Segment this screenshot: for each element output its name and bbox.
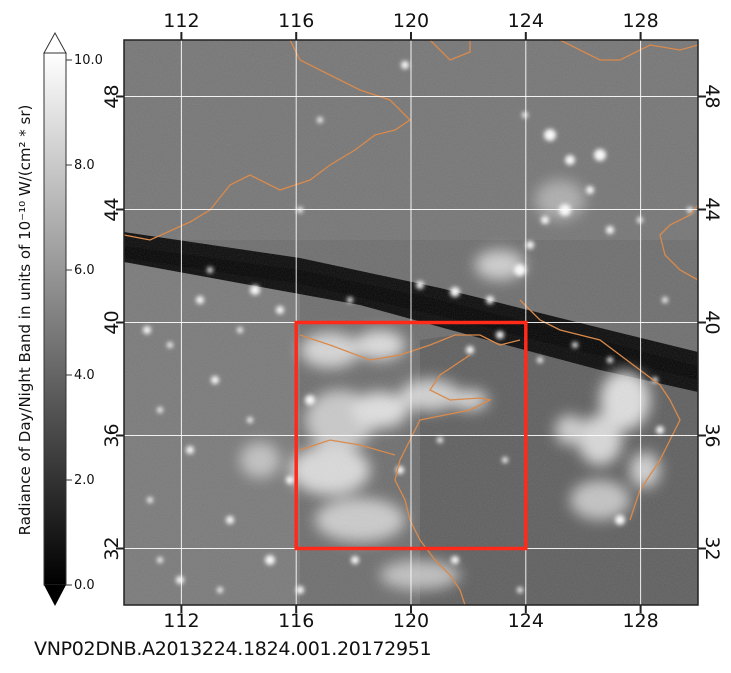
colorbar-tick-label: 2.0 xyxy=(74,473,95,488)
lat-label-right: 44 xyxy=(701,197,723,221)
lat-label-right: 36 xyxy=(701,423,723,447)
lon-label-top: 116 xyxy=(278,10,314,32)
lon-label-top: 120 xyxy=(393,10,429,32)
lat-label-right: 48 xyxy=(701,84,723,108)
borders xyxy=(124,40,698,605)
colorbar-gradient xyxy=(43,52,67,586)
colorbar-max-arrow xyxy=(43,31,67,54)
lat-label-right: 40 xyxy=(701,310,723,334)
lon-label-bottom: 116 xyxy=(278,610,314,632)
colorbar-tick-label: 4.0 xyxy=(74,368,95,383)
lon-label-top: 112 xyxy=(163,10,199,32)
lon-label-bottom: 112 xyxy=(163,610,199,632)
lon-label-bottom: 128 xyxy=(622,610,658,632)
colorbar-tick-label: 0.0 xyxy=(74,578,95,593)
granule-caption: VNP02DNB.A2013224.1824.001.20172951 xyxy=(34,638,432,660)
colorbar-ticks: 0.0 2.0 4.0 6.0 8.0 10.0 xyxy=(66,53,103,593)
lat-label-left: 48 xyxy=(101,84,123,108)
lon-label-bottom: 124 xyxy=(508,610,544,632)
latitude-labels-right: 32 36 40 44 48 xyxy=(698,84,723,561)
highlight-box xyxy=(294,320,528,551)
colorbar-tick-label: 10.0 xyxy=(74,53,103,68)
colorbar-tick-label: 6.0 xyxy=(74,263,95,278)
map-panel: 112 116 120 124 128 112 116 120 124 128 32 36 40 44… xyxy=(101,10,723,632)
lat-label-left: 36 xyxy=(101,423,123,447)
lat-label-left: 40 xyxy=(101,310,123,334)
colorbar-title: Radiance of Day/Night Band in units of 1… xyxy=(16,105,34,536)
colorbar: 0.0 2.0 4.0 6.0 8.0 10.0 Radiance of Day/Nigh… xyxy=(16,31,103,606)
lat-label-right: 32 xyxy=(701,536,723,560)
colorbar-min-arrow xyxy=(44,585,66,606)
longitude-labels-top: 112 116 120 124 128 xyxy=(163,10,659,40)
lon-label-top: 128 xyxy=(622,10,658,32)
lat-label-left: 44 xyxy=(101,197,123,221)
lon-label-top: 124 xyxy=(508,10,544,32)
longitude-labels-bottom: 112 116 120 124 128 xyxy=(163,605,659,632)
lon-label-bottom: 120 xyxy=(393,610,429,632)
lat-label-left: 32 xyxy=(101,536,123,560)
colorbar-tick-label: 8.0 xyxy=(74,158,95,173)
latitude-labels-left: 32 36 40 44 48 xyxy=(101,84,124,561)
